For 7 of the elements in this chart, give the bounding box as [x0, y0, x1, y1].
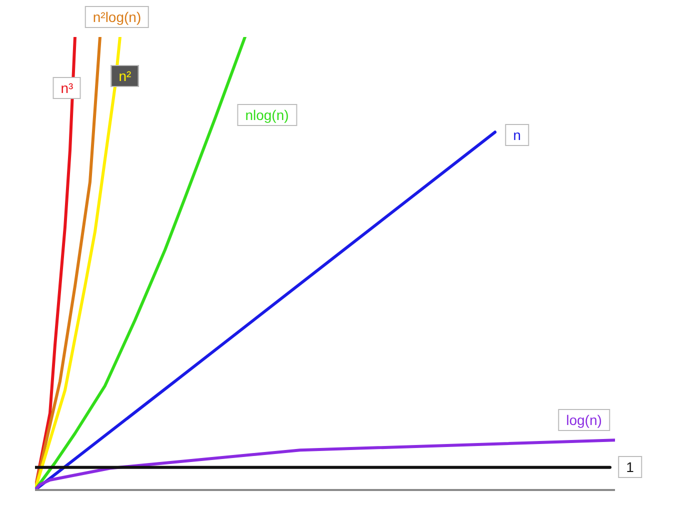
series-label: 1 — [618, 456, 642, 478]
series-label: nlog(n) — [237, 104, 297, 126]
series-label: log(n) — [558, 409, 610, 432]
series-label: n — [505, 124, 529, 146]
series-label: n³ — [52, 77, 82, 99]
series-label: n²log(n) — [84, 6, 150, 28]
series-label: n² — [110, 65, 140, 87]
